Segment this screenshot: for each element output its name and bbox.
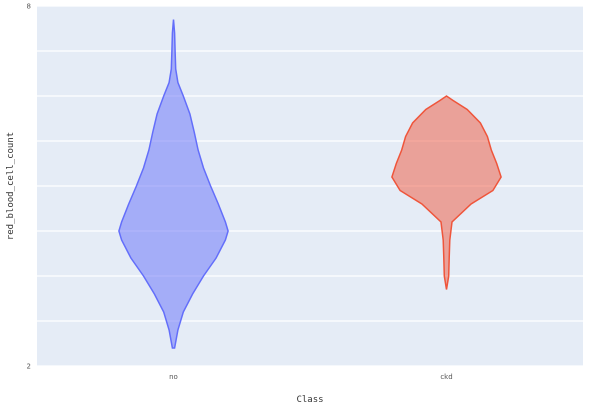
x-tick-label: no <box>169 373 178 381</box>
x-tick-label: ckd <box>440 373 452 381</box>
y-tick-label: 8 <box>27 3 31 11</box>
y-axis-label: red_blood_cell_count <box>6 132 16 240</box>
y-tick-label: 2 <box>27 363 31 371</box>
violins <box>118 19 502 349</box>
violin-ckd <box>391 95 502 290</box>
x-tick-labels: no ckd <box>169 373 453 381</box>
violin-no <box>118 19 229 349</box>
y-tick-labels: 28 <box>27 3 31 371</box>
x-axis-label: Class <box>296 395 323 405</box>
